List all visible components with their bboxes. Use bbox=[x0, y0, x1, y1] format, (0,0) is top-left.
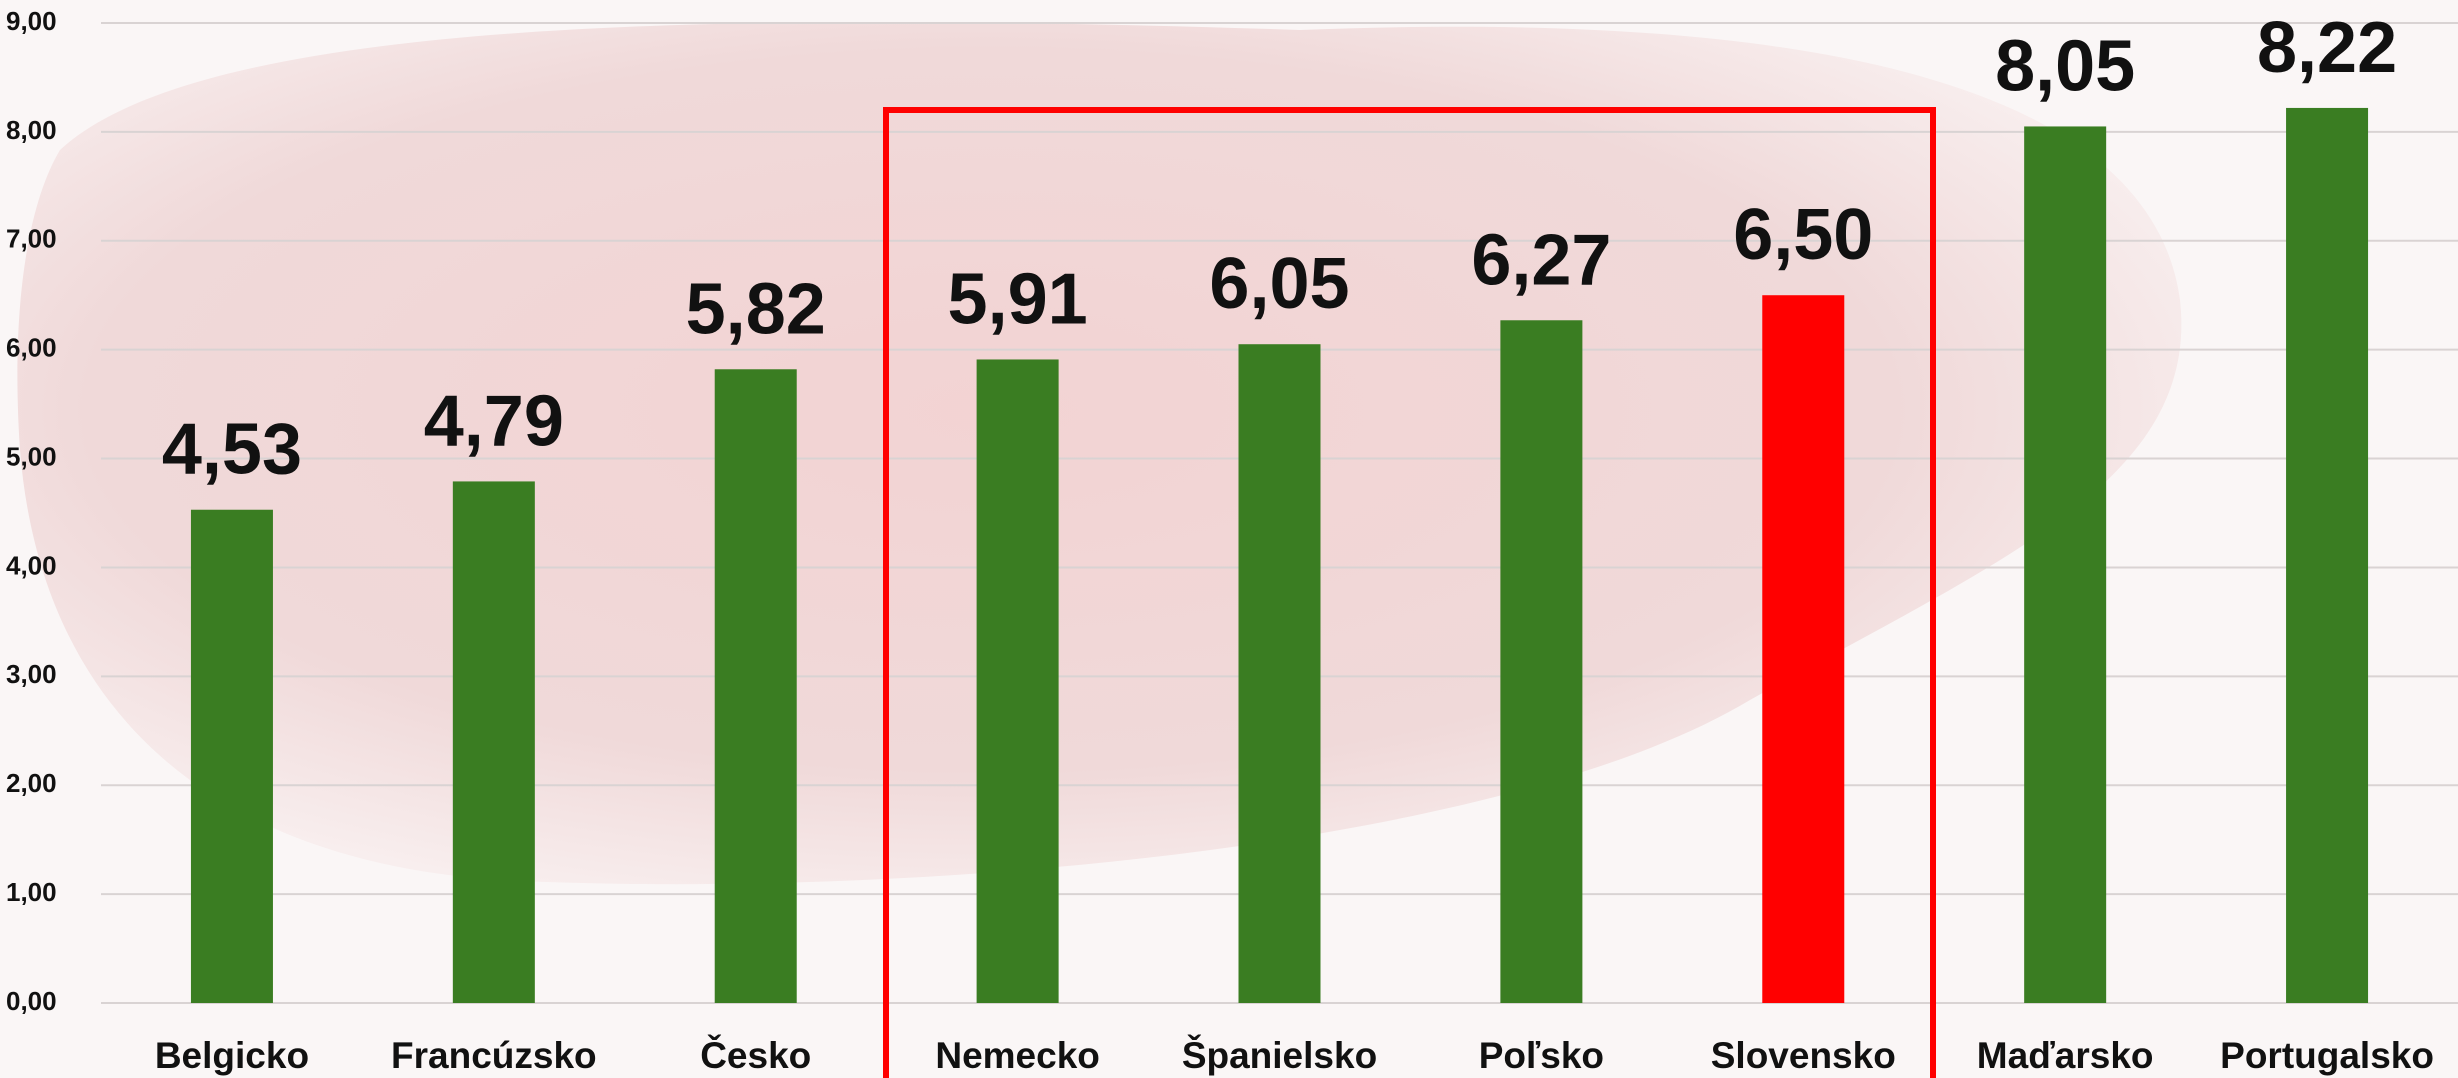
y-tick-label: 7,00 bbox=[6, 224, 57, 254]
highlight-box bbox=[883, 107, 1936, 1078]
bar bbox=[1762, 295, 1845, 1003]
bar bbox=[2286, 107, 2369, 1003]
value-label: 5,91 bbox=[948, 259, 1088, 339]
y-tick-label: 9,00 bbox=[6, 6, 57, 36]
x-tick-label: Česko bbox=[700, 1034, 811, 1076]
value-label: 6,50 bbox=[1733, 195, 1873, 275]
y-tick-label: 2,00 bbox=[6, 768, 57, 798]
x-tick-label: Poľsko bbox=[1479, 1035, 1604, 1076]
x-tick-label: Nemecko bbox=[935, 1035, 1100, 1076]
y-tick-label: 8,00 bbox=[6, 115, 57, 145]
x-tick-label: Maďarsko bbox=[1977, 1035, 2154, 1076]
y-tick-label: 3,00 bbox=[6, 659, 57, 689]
bar bbox=[190, 509, 273, 1003]
bar bbox=[714, 369, 797, 1003]
x-tick-label: Španielsko bbox=[1182, 1034, 1377, 1076]
y-tick-label: 0,00 bbox=[6, 986, 57, 1016]
value-label: 8,05 bbox=[1995, 26, 2135, 106]
bar bbox=[452, 481, 535, 1003]
value-label: 4,79 bbox=[424, 381, 564, 461]
x-tick-label: Portugalsko bbox=[2220, 1035, 2434, 1076]
value-label: 4,53 bbox=[162, 410, 302, 490]
bar bbox=[1238, 344, 1321, 1003]
bar bbox=[1500, 320, 1583, 1003]
value-label: 6,05 bbox=[1209, 244, 1349, 324]
bar bbox=[2024, 126, 2107, 1003]
x-tick-label: Belgicko bbox=[155, 1035, 309, 1076]
value-label: 5,82 bbox=[686, 269, 826, 349]
x-tick-label: Francúzsko bbox=[391, 1035, 597, 1076]
background-image bbox=[17, 22, 2182, 885]
y-tick-label: 6,00 bbox=[6, 333, 57, 363]
y-tick-label: 5,00 bbox=[6, 441, 57, 471]
bar bbox=[976, 359, 1059, 1003]
y-tick-label: 4,00 bbox=[6, 550, 57, 580]
value-label: 8,22 bbox=[2257, 8, 2397, 88]
value-label: 6,27 bbox=[1471, 220, 1611, 300]
y-tick-label: 1,00 bbox=[6, 877, 57, 907]
x-tick-label: Slovensko bbox=[1711, 1035, 1896, 1076]
